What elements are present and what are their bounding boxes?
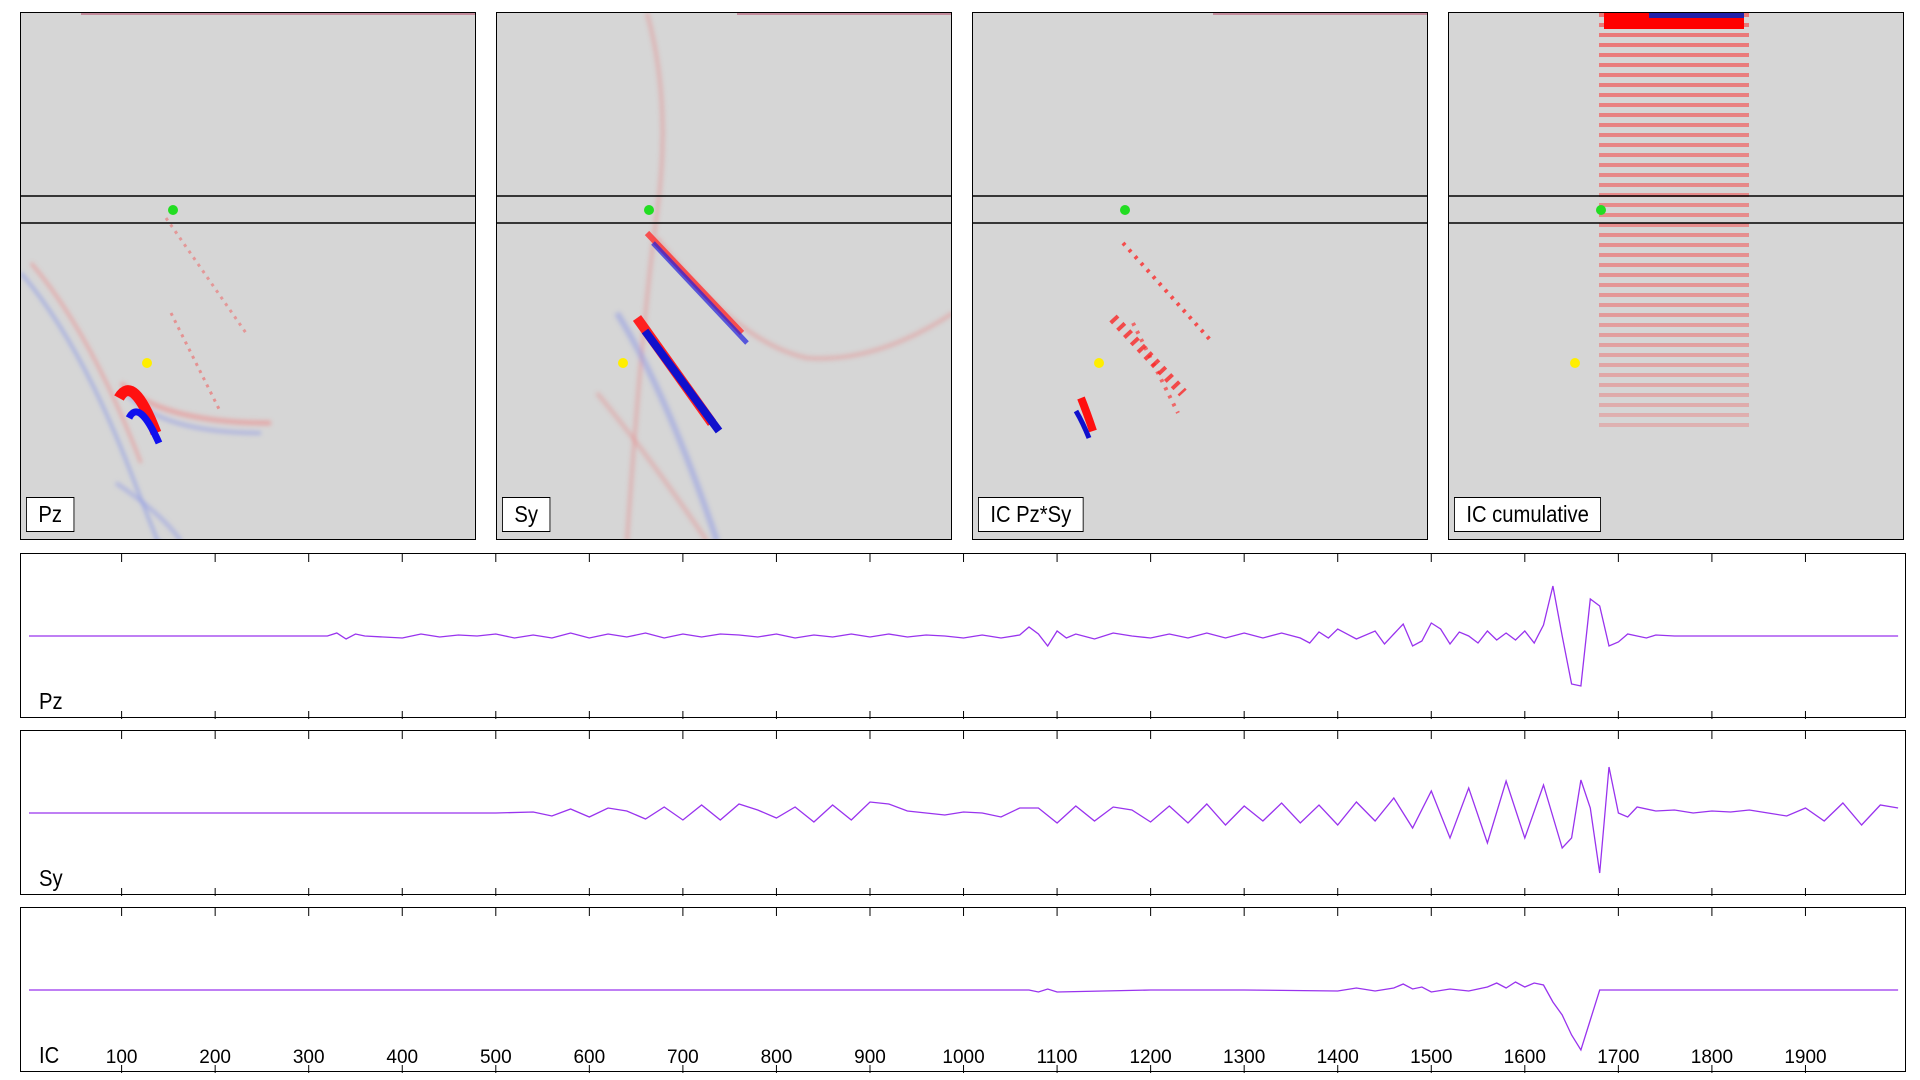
receiver-yellow-dot [142,358,152,368]
trace-series-line [29,585,1899,687]
ic-wavefield-image [973,13,1427,439]
x-tick-label: 900 [854,1047,886,1068]
panel-label: IC Pz*Sy [978,497,1084,532]
x-tick-label: 1800 [1691,1047,1733,1068]
x-tick-label: 100 [106,1047,138,1068]
pz-wavefield-image [21,13,475,539]
panel-pz: Pz [20,12,476,540]
x-tick-label: 1700 [1597,1047,1639,1068]
x-tick-label: 1300 [1223,1047,1265,1068]
x-tick-label: 600 [573,1047,605,1068]
ic-cumulative-wavefield-image [1449,13,1903,433]
trace-label: IC [39,1042,60,1068]
receiver-green-dot [644,205,654,215]
receiver-yellow-dot [618,358,628,368]
receiver-yellow-dot [1094,358,1104,368]
trace-plot-sy: Sy [20,730,1906,896]
trace-series-line [29,981,1899,1052]
trace-series-line [29,766,1899,874]
receiver-yellow-dot [1570,358,1580,368]
panel-ic-cumulative: IC cumulative [1448,12,1904,540]
panel-label: Pz [26,497,75,532]
trace-label: Pz [39,688,63,714]
trace-sy-svg [29,731,1899,896]
trace-pz-svg [29,554,1899,719]
trace-ic-svg: 100 200 300 400 500 600 700 800 900 1000 1100 1200 1… [29,908,1899,1073]
receiver-green-dot [1596,205,1606,215]
x-tick-label: 300 [293,1047,325,1068]
trace-plot-pz: Pz [20,553,1906,719]
receiver-green-dot [168,205,178,215]
x-tick-label: 1400 [1317,1047,1359,1068]
x-tick-label: 1100 [1037,1047,1078,1068]
trace-label: Sy [39,865,63,891]
panel-label: Sy [502,497,551,532]
panel-sy: Sy [496,12,952,540]
x-tick-label: 1200 [1129,1047,1171,1068]
trace-plot-ic: 100 200 300 400 500 600 700 800 900 1000 1100 1200 1… [20,907,1906,1073]
panel-label: IC cumulative [1454,497,1602,532]
sy-wavefield-image [497,13,951,539]
x-tick-label: 400 [386,1047,418,1068]
panel-ic: IC Pz*Sy [972,12,1428,540]
x-tick-label: 1900 [1784,1047,1826,1068]
x-tick-label: 800 [761,1047,793,1068]
x-tick-label: 1000 [942,1047,984,1068]
x-tick-label: 500 [480,1047,512,1068]
receiver-green-dot [1120,205,1130,215]
x-tick-label: 700 [667,1047,699,1068]
x-tick-label: 1600 [1504,1047,1546,1068]
x-tick-label: 1500 [1410,1047,1452,1068]
x-tick-label: 200 [199,1047,231,1068]
